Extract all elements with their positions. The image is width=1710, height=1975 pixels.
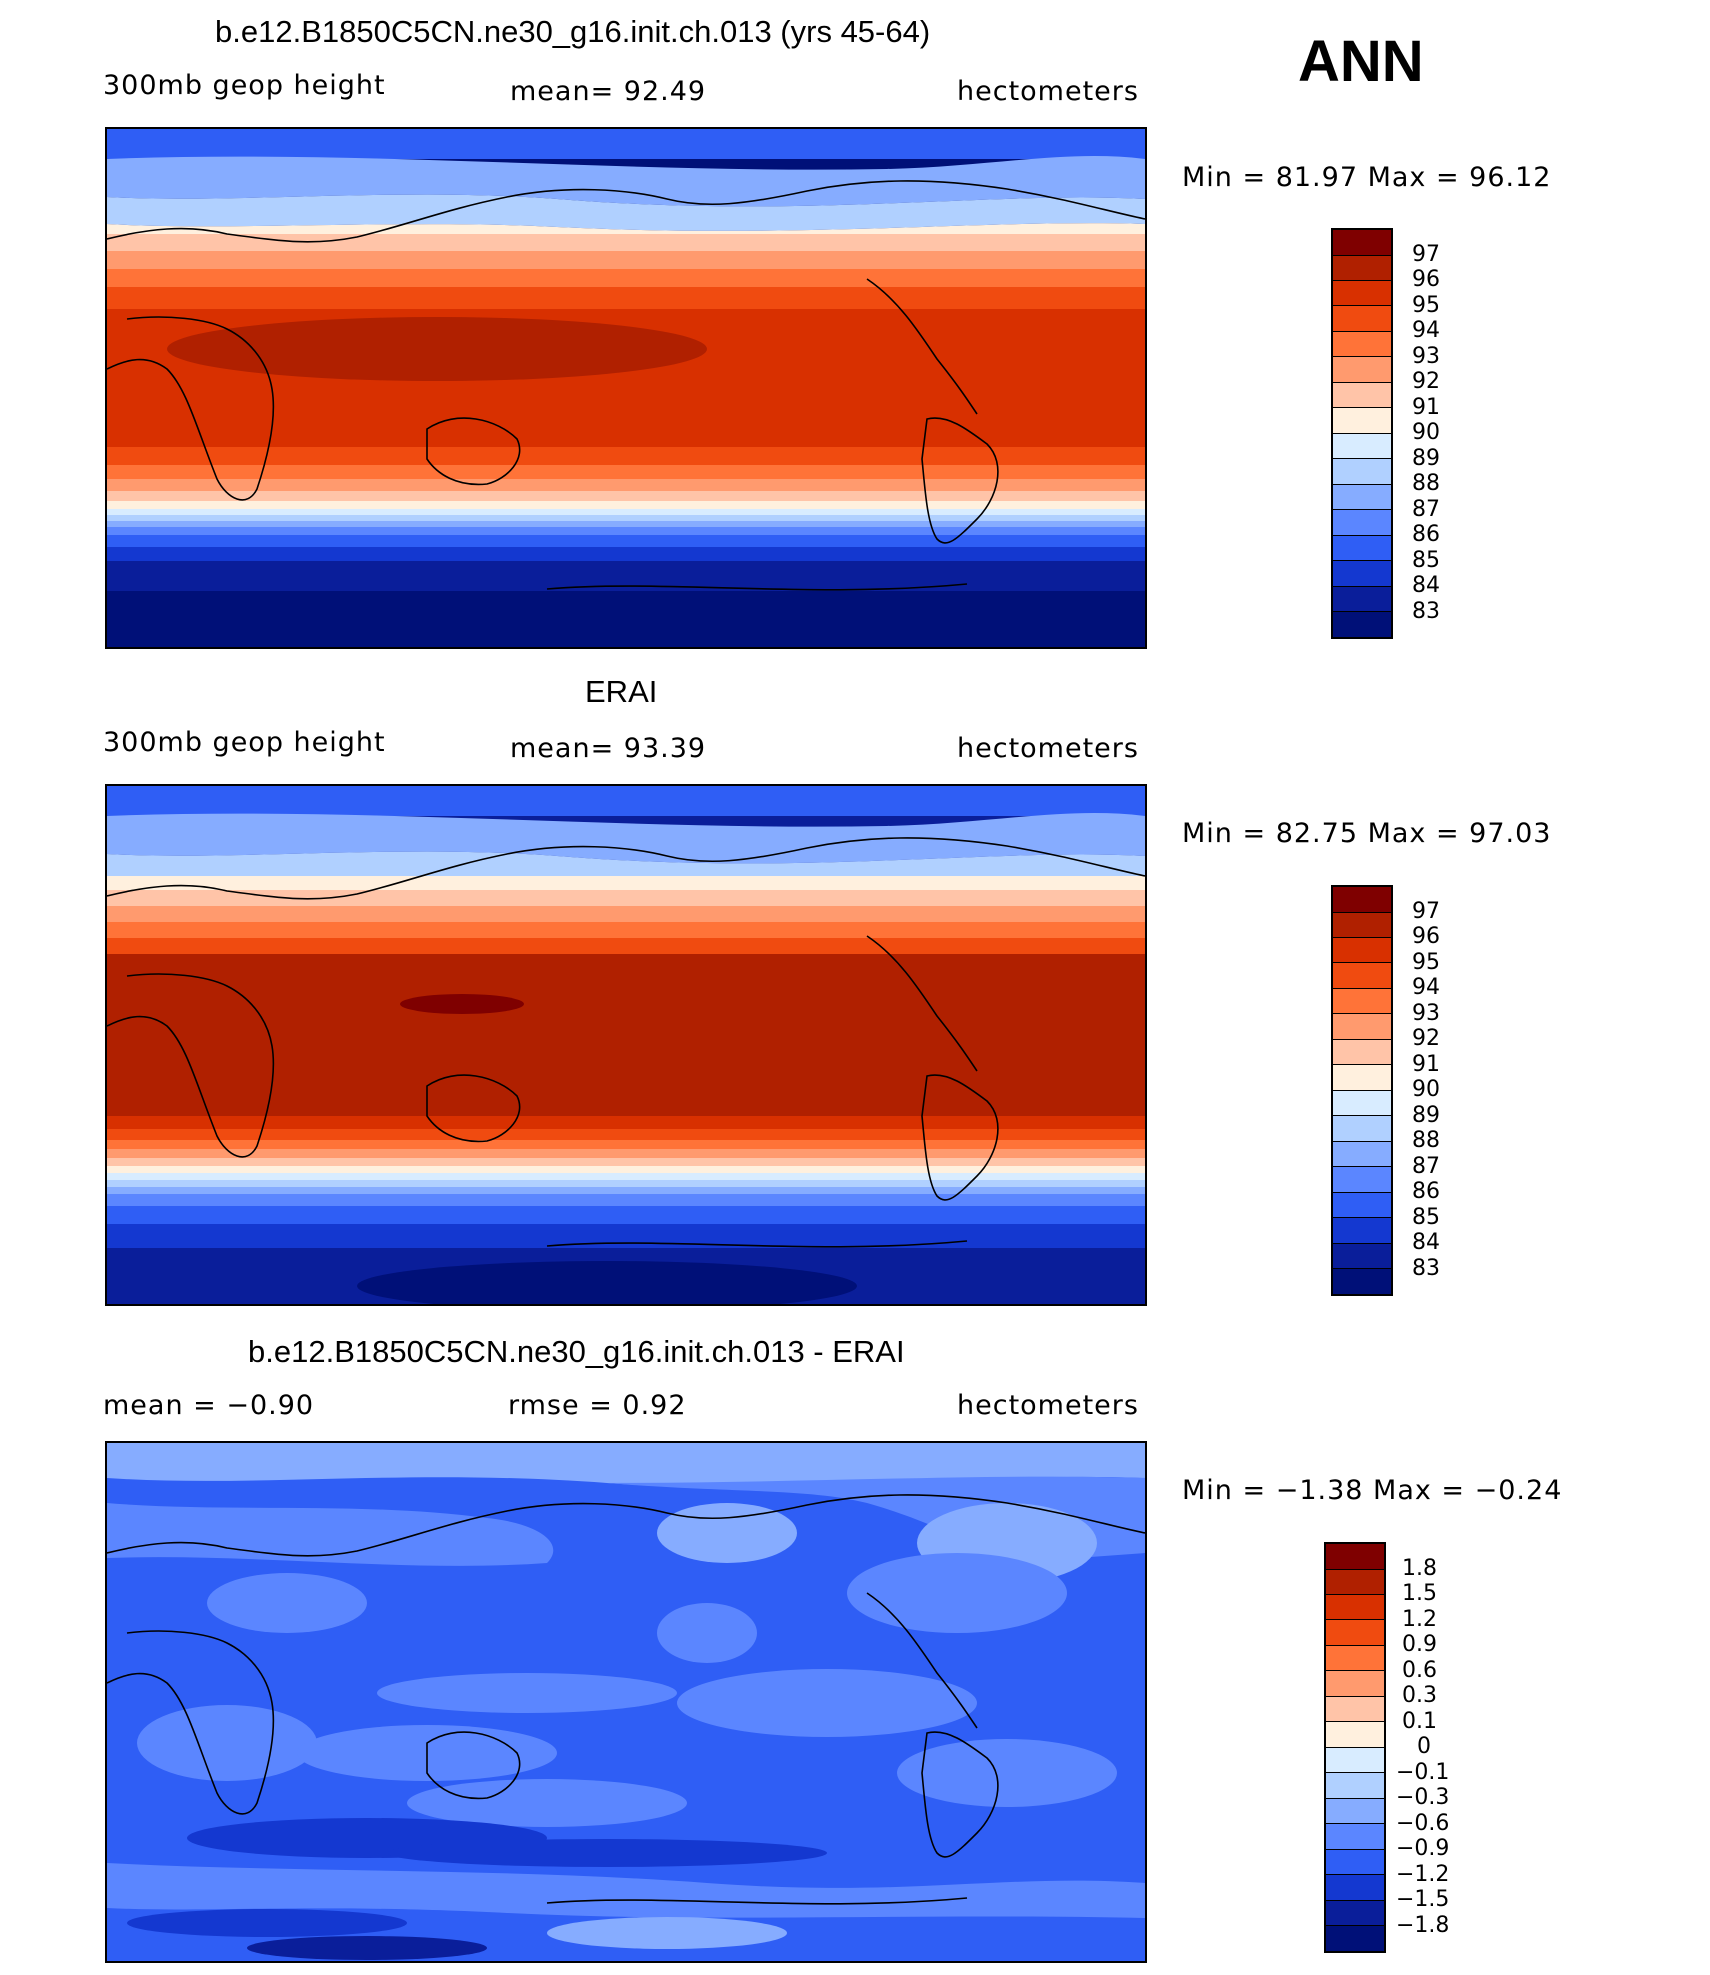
colorbar-obs <box>1331 885 1393 1296</box>
panel-center-label-model: mean= 92.49 <box>510 76 707 107</box>
panel-units-obs: hectometers <box>957 733 1139 764</box>
colorbar-tick: 95 <box>1412 950 1440 975</box>
colorbar-tick: 86 <box>1412 522 1440 547</box>
colorbar-tick: 1.2 <box>1402 1607 1437 1632</box>
colorbar-tick: −1.5 <box>1396 1887 1450 1912</box>
colorbar-tick: 96 <box>1412 924 1440 949</box>
panel-left-label-obs: 300mb geop height <box>103 727 386 758</box>
panel-units-model: hectometers <box>957 76 1139 107</box>
panel-minmax-obs: Min = 82.75 Max = 97.03 <box>1182 818 1552 849</box>
colorbar-tick: 83 <box>1412 599 1440 624</box>
colorbar-tick: 87 <box>1412 497 1440 522</box>
panel-center-label-obs: mean= 93.39 <box>510 733 707 764</box>
colorbar-tick: 97 <box>1412 899 1440 924</box>
colorbar-tick: 89 <box>1412 446 1440 471</box>
colorbar-tick: 83 <box>1412 1256 1440 1281</box>
colorbar-tick: 91 <box>1412 395 1440 420</box>
colorbar-tick: −1.2 <box>1396 1862 1450 1887</box>
map-obs <box>105 784 1147 1306</box>
colorbar-tick: −1.8 <box>1396 1913 1450 1938</box>
colorbar-tick: 90 <box>1412 420 1440 445</box>
colorbar-tick: 88 <box>1412 471 1440 496</box>
colorbar-tick: 93 <box>1412 344 1440 369</box>
colorbar-tick: −0.1 <box>1396 1760 1450 1785</box>
colorbar-tick: 90 <box>1412 1077 1440 1102</box>
colorbar-tick: 0.3 <box>1402 1683 1437 1708</box>
colorbar-tick: −0.3 <box>1396 1785 1450 1810</box>
colorbar-tick: 95 <box>1412 293 1440 318</box>
colorbar-tick: 86 <box>1412 1179 1440 1204</box>
colorbar-tick: 85 <box>1412 548 1440 573</box>
colorbar-tick: 0.9 <box>1402 1632 1437 1657</box>
colorbar-tick: −0.9 <box>1396 1836 1450 1861</box>
colorbar-tick: 89 <box>1412 1103 1440 1128</box>
panel-minmax-diff: Min = −1.38 Max = −0.24 <box>1182 1475 1563 1506</box>
colorbar-tick: 93 <box>1412 1001 1440 1026</box>
panel-title-obs: ERAI <box>585 674 658 709</box>
panel-left-label-model: 300mb geop height <box>103 70 386 101</box>
colorbar-tick: 0.1 <box>1402 1709 1437 1734</box>
panel-units-diff: hectometers <box>957 1390 1139 1421</box>
panel-center-label-diff: rmse = 0.92 <box>508 1390 687 1421</box>
colorbar-tick: 96 <box>1412 267 1440 292</box>
panel-minmax-model: Min = 81.97 Max = 96.12 <box>1182 162 1552 193</box>
panel-title-model: b.e12.B1850C5CN.ne30_g16.init.ch.013 (yr… <box>215 14 931 49</box>
panel-title-diff: b.e12.B1850C5CN.ne30_g16.init.ch.013 - E… <box>248 1334 905 1369</box>
colorbar-tick: 88 <box>1412 1128 1440 1153</box>
panel-left-label-diff: mean = −0.90 <box>103 1390 315 1421</box>
colorbar-tick: 94 <box>1412 975 1440 1000</box>
colorbar-tick: 92 <box>1412 1026 1440 1051</box>
colorbar-tick: 84 <box>1412 1230 1440 1255</box>
colorbar-tick: 87 <box>1412 1154 1440 1179</box>
map-model <box>105 127 1147 649</box>
colorbar-tick: 91 <box>1412 1052 1440 1077</box>
colorbar-tick: 85 <box>1412 1205 1440 1230</box>
colorbar-tick: 1.8 <box>1402 1556 1437 1581</box>
colorbar-tick: 92 <box>1412 369 1440 394</box>
map-diff <box>105 1441 1147 1963</box>
colorbar-tick: 84 <box>1412 573 1440 598</box>
colorbar-diff <box>1324 1542 1386 1953</box>
colorbar-tick: 1.5 <box>1402 1581 1437 1606</box>
season-label: ANN <box>1298 29 1424 94</box>
colorbar-tick: 97 <box>1412 242 1440 267</box>
colorbar-model <box>1331 228 1393 639</box>
colorbar-tick: 94 <box>1412 318 1440 343</box>
colorbar-tick: 0.6 <box>1402 1658 1437 1683</box>
colorbar-tick: 0 <box>1417 1734 1431 1759</box>
colorbar-tick: −0.6 <box>1396 1811 1450 1836</box>
